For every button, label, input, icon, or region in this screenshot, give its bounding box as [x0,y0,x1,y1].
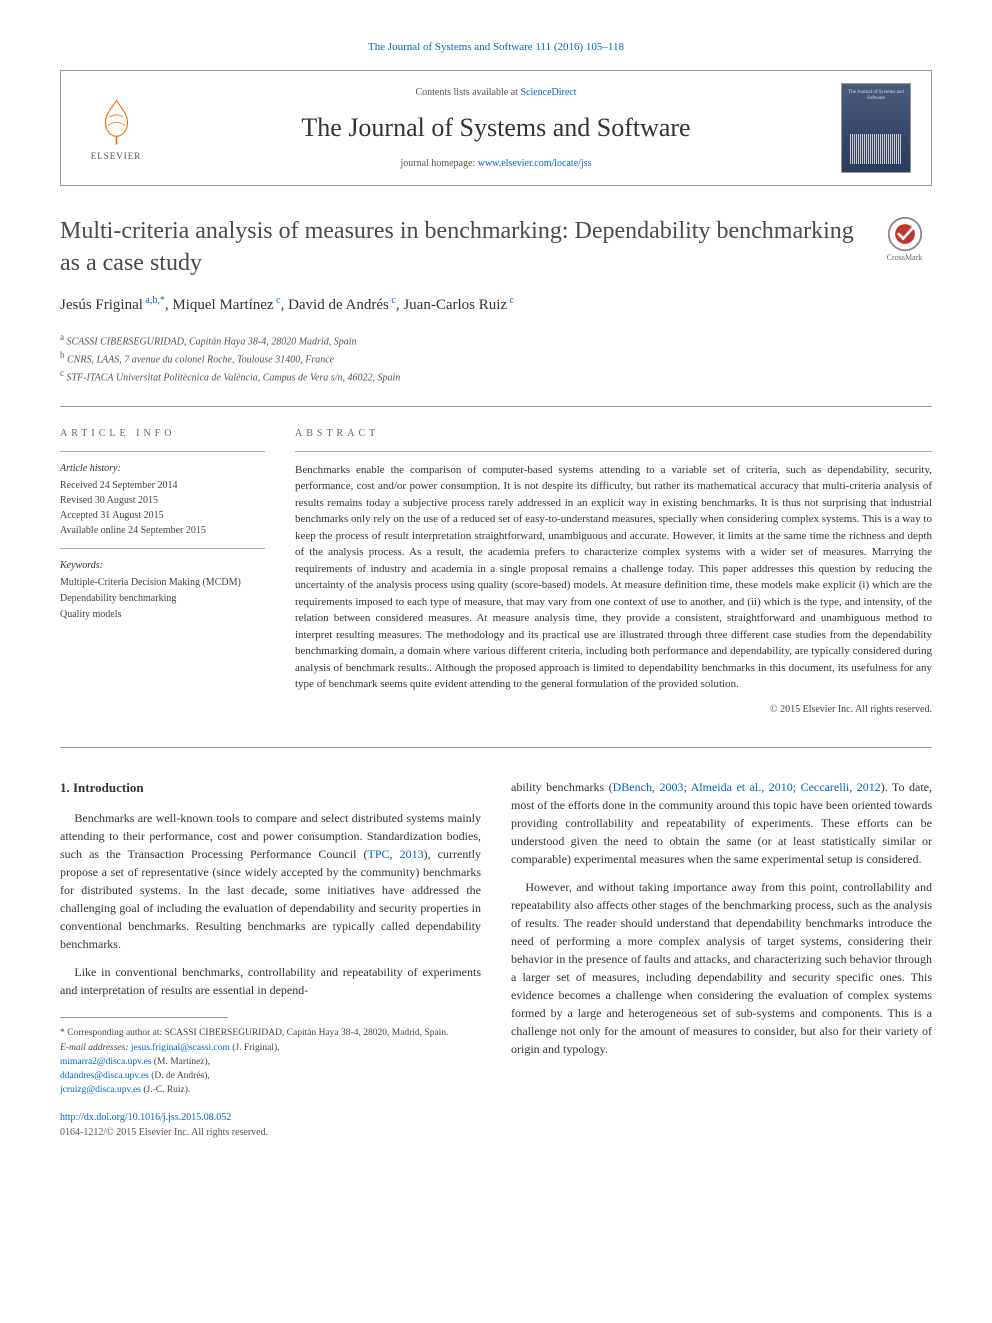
journal-homepage-link[interactable]: www.elsevier.com/locate/jss [478,158,592,169]
journal-reference-link[interactable]: The Journal of Systems and Software 111 … [368,41,624,53]
paragraph: Benchmarks are well-known tools to compa… [60,809,481,953]
paragraph: Like in conventional benchmarks, control… [60,963,481,999]
article-info-heading: article info [60,427,265,441]
email-link[interactable]: jcruizg@disca.upv.es [60,1085,141,1095]
journal-header: ELSEVIER Contents lists available at Sci… [60,70,932,186]
journal-cover-thumbnail: The Journal of Systems and Software [841,83,911,173]
authors: Jesús Friginal a,b,*, Miquel Martínez c,… [60,294,932,316]
doi-link[interactable]: http://dx.doi.org/10.1016/j.jss.2015.08.… [60,1112,231,1123]
sciencedirect-link[interactable]: ScienceDirect [520,87,576,98]
paragraph: ability benchmarks (DBench, 2003; Almeid… [511,778,932,868]
affiliations: a SCASSI CIBERSEGURIDAD, Capitán Haya 38… [60,331,932,386]
homepage-line: journal homepage: www.elsevier.com/locat… [151,157,841,171]
keywords-list: Multiple-Criteria Decision Making (MCDM)… [60,575,265,623]
issn-copyright: 0164-1212/© 2015 Elsevier Inc. All right… [60,1125,481,1140]
paragraph: However, and without taking importance a… [511,878,932,1058]
journal-title: The Journal of Systems and Software [151,110,841,146]
citation-link[interactable]: TPC, 2013 [368,847,424,861]
section-heading: 1. Introduction [60,778,481,798]
elsevier-tree-icon [89,95,144,150]
column-left: 1. Introduction Benchmarks are well-know… [60,778,481,1140]
email-link[interactable]: mimarra2@disca.upv.es [60,1057,152,1067]
crossmark-badge[interactable]: CrossMark [877,216,932,271]
history-heading: Article history: [60,462,265,476]
article-info: article info Article history: Received 2… [60,427,265,717]
abstract-body: Benchmarks enable the comparison of comp… [295,462,932,693]
crossmark-icon [887,216,923,252]
column-right: ability benchmarks (DBench, 2003; Almeid… [511,778,932,1140]
contents-line: Contents lists available at ScienceDirec… [151,86,841,100]
footnotes: * Corresponding author at: SCASSI CIBERS… [60,1026,481,1139]
citation-link[interactable]: DBench, 2003; Almeida et al., 2010; Cecc… [613,780,881,794]
journal-reference: The Journal of Systems and Software 111 … [60,40,932,55]
elsevier-label: ELSEVIER [91,150,142,163]
abstract: abstract Benchmarks enable the compariso… [295,427,932,717]
abstract-copyright: © 2015 Elsevier Inc. All rights reserved… [295,703,932,717]
email-addresses: E-mail addresses: jesus.friginal@scassi.… [60,1041,481,1098]
email-link[interactable]: jesus.friginal@scassi.com [131,1043,230,1053]
article-title: Multi-criteria analysis of measures in b… [60,216,877,278]
elsevier-logo: ELSEVIER [81,91,151,166]
keywords-heading: Keywords: [60,559,265,573]
body-columns: 1. Introduction Benchmarks are well-know… [60,778,932,1140]
email-link[interactable]: ddandres@disca.upv.es [60,1071,149,1081]
doi-line: http://dx.doi.org/10.1016/j.jss.2015.08.… [60,1110,481,1125]
abstract-heading: abstract [295,427,932,441]
history-list: Received 24 September 2014Revised 30 Aug… [60,478,265,538]
corresponding-author: * Corresponding author at: SCASSI CIBERS… [60,1026,481,1040]
